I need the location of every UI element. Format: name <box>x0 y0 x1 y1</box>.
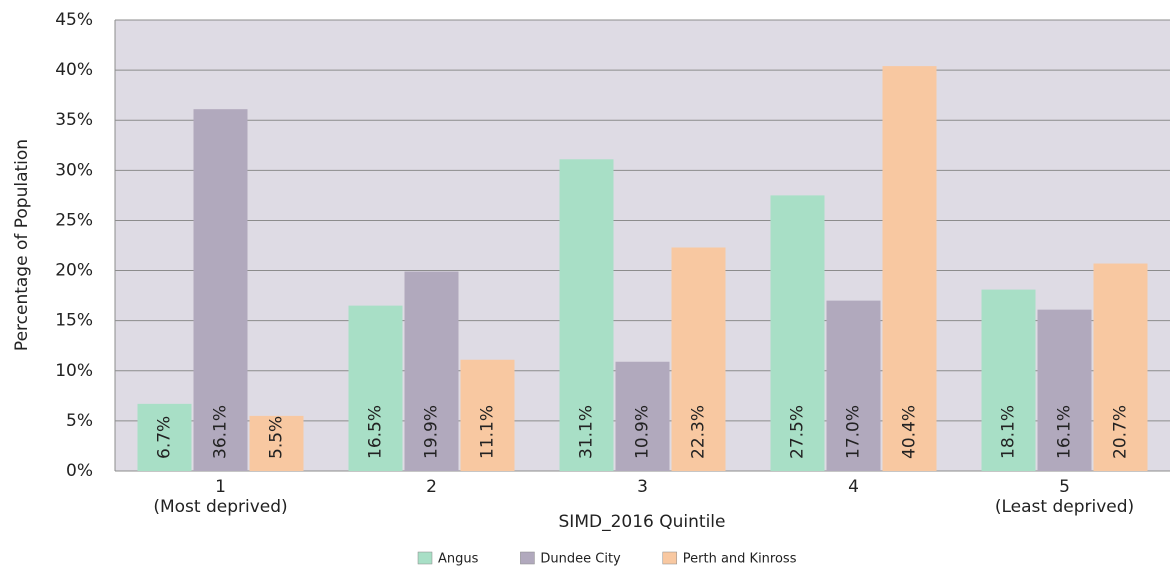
y-tick-label: 0% <box>66 461 93 481</box>
x-tick-label: 1 <box>215 477 226 497</box>
x-axis-title: SIMD_2016 Quintile <box>559 512 726 532</box>
y-tick-label: 40% <box>55 60 93 80</box>
y-tick-label: 15% <box>55 311 93 331</box>
data-label: 36.1% <box>211 405 231 459</box>
y-tick-label: 45% <box>55 10 93 30</box>
bar <box>671 247 726 471</box>
x-tick-label: 5 <box>1059 477 1070 497</box>
data-label: 16.1% <box>1055 405 1075 459</box>
bar <box>615 361 670 471</box>
data-label: 19.9% <box>422 405 442 459</box>
bar <box>249 415 304 471</box>
x-tick-label: 3 <box>637 477 648 497</box>
data-label: 22.3% <box>689 405 709 459</box>
data-label: 17.0% <box>844 405 864 459</box>
data-label: 27.5% <box>788 405 808 459</box>
data-label: 40.4% <box>900 405 920 459</box>
data-label: 5.5% <box>267 416 287 459</box>
data-label: 10.9% <box>633 405 653 459</box>
y-tick-label: 30% <box>55 160 93 180</box>
legend-label: Angus <box>438 552 479 567</box>
y-tick-label: 25% <box>55 210 93 230</box>
x-tick-sublabel: (Least deprived) <box>995 497 1134 517</box>
bar <box>1093 263 1148 471</box>
bar <box>559 159 614 471</box>
x-tick-label: 4 <box>848 477 859 497</box>
bar <box>981 289 1036 471</box>
bar <box>137 403 192 471</box>
y-tick-label: 35% <box>55 110 93 130</box>
data-label: 31.1% <box>577 405 597 459</box>
bar <box>348 305 403 471</box>
data-label: 6.7% <box>155 416 175 459</box>
bar <box>404 271 459 471</box>
data-label: 18.1% <box>999 405 1019 459</box>
legend-label: Perth and Kinross <box>683 552 797 567</box>
bar <box>826 300 881 471</box>
bar <box>460 359 515 471</box>
data-label: 20.7% <box>1111 405 1131 459</box>
y-tick-label: 5% <box>66 411 93 431</box>
legend-label: Dundee City <box>540 552 621 567</box>
y-tick-label: 20% <box>55 261 93 281</box>
data-label: 16.5% <box>366 405 386 459</box>
legend-swatch <box>417 551 433 565</box>
bar <box>770 195 825 471</box>
y-axis-title: Percentage of Population <box>12 139 32 351</box>
x-tick-sublabel: (Most deprived) <box>153 497 287 517</box>
bar <box>882 66 937 471</box>
legend-swatch <box>520 551 535 565</box>
bar <box>193 109 248 471</box>
legend-swatch <box>662 551 678 565</box>
x-tick-label: 2 <box>426 477 437 497</box>
data-label: 11.1% <box>478 405 498 459</box>
bar <box>1037 309 1092 471</box>
y-tick-label: 10% <box>55 361 93 381</box>
